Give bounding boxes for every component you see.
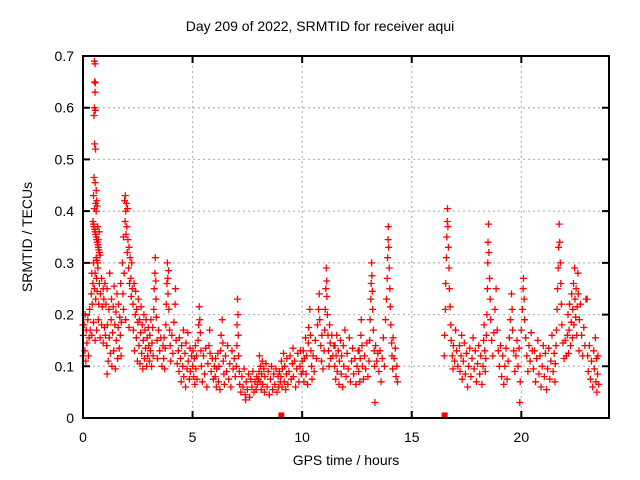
series-baseline-flags-marker — [278, 412, 285, 419]
frame-layer — [82, 55, 610, 419]
x-tick-label: 20 — [514, 429, 530, 445]
y-tick-label: 0.3 — [55, 255, 75, 271]
y-tick-label: 0.4 — [55, 203, 75, 219]
x-axis-label: GPS time / hours — [293, 452, 400, 468]
series-baseline-flags-marker — [441, 412, 448, 419]
plot-frame — [82, 55, 610, 419]
y-tick-label: 0.5 — [55, 151, 75, 167]
grid-layer — [83, 56, 609, 418]
x-tick-label: 10 — [294, 429, 310, 445]
x-tick-label: 15 — [404, 429, 420, 445]
y-tick-label: 0.6 — [55, 100, 75, 116]
y-tick-label: 0.7 — [55, 48, 75, 64]
tick-label-layer: 0 5 10 15 20 0 0.1 0.2 0.3 0.4 0.5 0.6 0.7 — [55, 48, 530, 445]
gridlines — [83, 56, 609, 418]
x-tick-label: 0 — [79, 429, 87, 445]
x-tick-label: 5 — [189, 429, 197, 445]
y-axis-label: SRMTID / TECUs — [19, 182, 35, 292]
y-tick-label: 0.1 — [55, 358, 75, 374]
y-tick-label: 0 — [66, 410, 74, 426]
chart-title: Day 209 of 2022, SRMTID for receiver aqu… — [186, 18, 454, 34]
y-tick-label: 0.2 — [55, 307, 75, 323]
